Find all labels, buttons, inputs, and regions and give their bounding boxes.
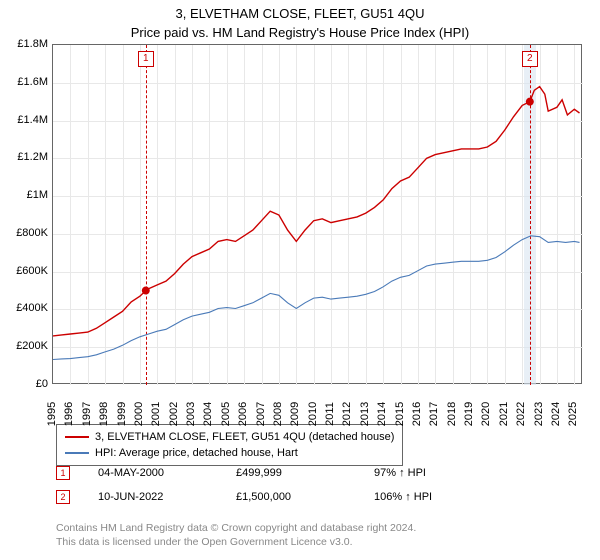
sale-pct: 97% ↑ HPI (374, 467, 426, 479)
xtick-label: 2014 (376, 402, 388, 426)
sale-row-marker: 2 (56, 490, 70, 504)
sale-point (526, 98, 534, 106)
chart-subtitle: Price paid vs. HM Land Registry's House … (0, 21, 600, 40)
legend-label: 3, ELVETHAM CLOSE, FLEET, GU51 4QU (deta… (95, 431, 394, 443)
xtick-label: 1995 (46, 402, 58, 426)
sale-row: 2 10-JUN-2022 £1,500,000 106% ↑ HPI (56, 490, 432, 504)
sale-point (142, 287, 150, 295)
ytick-label: £1M (8, 189, 48, 201)
xtick-label: 2016 (411, 402, 423, 426)
legend-row: 3, ELVETHAM CLOSE, FLEET, GU51 4QU (deta… (65, 429, 394, 445)
xtick-label: 2023 (533, 402, 545, 426)
legend-swatch (65, 436, 89, 438)
sale-date: 04-MAY-2000 (98, 467, 208, 479)
xtick-label: 2019 (463, 402, 475, 426)
sale-row-marker: 1 (56, 466, 70, 480)
xtick-label: 2008 (272, 402, 284, 426)
xtick-label: 2007 (255, 402, 267, 426)
footer-line-1: Contains HM Land Registry data © Crown c… (56, 522, 416, 534)
xtick-label: 2009 (289, 402, 301, 426)
ytick-label: £1.8M (8, 38, 48, 50)
sale-marker-box: 2 (522, 51, 538, 67)
xtick-label: 1998 (98, 402, 110, 426)
xtick-label: 2021 (498, 402, 510, 426)
xtick-label: 2017 (428, 402, 440, 426)
sale-price: £499,999 (236, 467, 346, 479)
xtick-label: 2018 (446, 402, 458, 426)
series-line (53, 236, 580, 360)
chart-title: 3, ELVETHAM CLOSE, FLEET, GU51 4QU (0, 0, 600, 21)
series-line (53, 87, 580, 336)
xtick-label: 2011 (324, 402, 336, 426)
xtick-label: 2005 (220, 402, 232, 426)
ytick-label: £800K (8, 227, 48, 239)
ytick-label: £1.2M (8, 151, 48, 163)
xtick-label: 2012 (341, 402, 353, 426)
xtick-label: 2013 (359, 402, 371, 426)
legend-row: HPI: Average price, detached house, Hart (65, 445, 394, 461)
series-svg (53, 45, 583, 385)
ytick-label: £1.6M (8, 76, 48, 88)
xtick-label: 2004 (202, 402, 214, 426)
ytick-label: £0 (8, 378, 48, 390)
legend-swatch (65, 452, 89, 454)
xtick-label: 2010 (307, 402, 319, 426)
xtick-label: 2002 (168, 402, 180, 426)
legend-label: HPI: Average price, detached house, Hart (95, 447, 298, 459)
ytick-label: £400K (8, 302, 48, 314)
sale-pct: 106% ↑ HPI (374, 491, 432, 503)
ytick-label: £600K (8, 265, 48, 277)
sale-row: 1 04-MAY-2000 £499,999 97% ↑ HPI (56, 466, 426, 480)
ytick-label: £200K (8, 340, 48, 352)
sale-price: £1,500,000 (236, 491, 346, 503)
sale-marker-box: 1 (138, 51, 154, 67)
xtick-label: 2024 (550, 402, 562, 426)
plot-area: 12 (52, 44, 582, 384)
ytick-label: £1.4M (8, 114, 48, 126)
xtick-label: 2020 (480, 402, 492, 426)
xtick-label: 2000 (133, 402, 145, 426)
legend: 3, ELVETHAM CLOSE, FLEET, GU51 4QU (deta… (56, 424, 403, 466)
xtick-label: 2025 (567, 402, 579, 426)
xtick-label: 1999 (116, 402, 128, 426)
xtick-label: 2001 (150, 402, 162, 426)
sale-date: 10-JUN-2022 (98, 491, 208, 503)
xtick-label: 2022 (515, 402, 527, 426)
xtick-label: 2015 (394, 402, 406, 426)
xtick-label: 2003 (185, 402, 197, 426)
xtick-label: 2006 (237, 402, 249, 426)
footer-line-2: This data is licensed under the Open Gov… (56, 536, 353, 548)
xtick-label: 1997 (81, 402, 93, 426)
xtick-label: 1996 (63, 402, 75, 426)
